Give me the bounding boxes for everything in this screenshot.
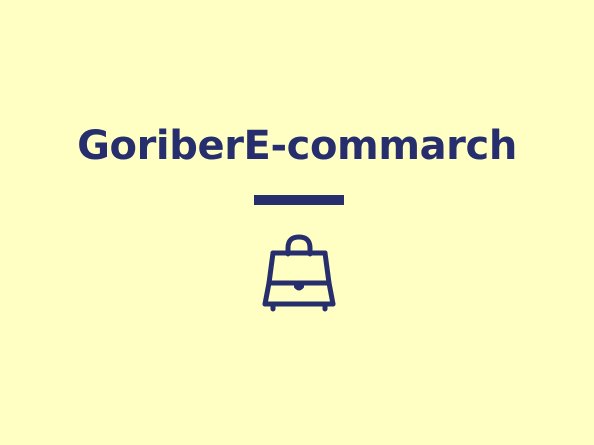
brand-title: GoriberE-commarch xyxy=(77,123,517,169)
title-underline-bar xyxy=(254,195,344,205)
shopping-bag-icon xyxy=(259,234,339,312)
